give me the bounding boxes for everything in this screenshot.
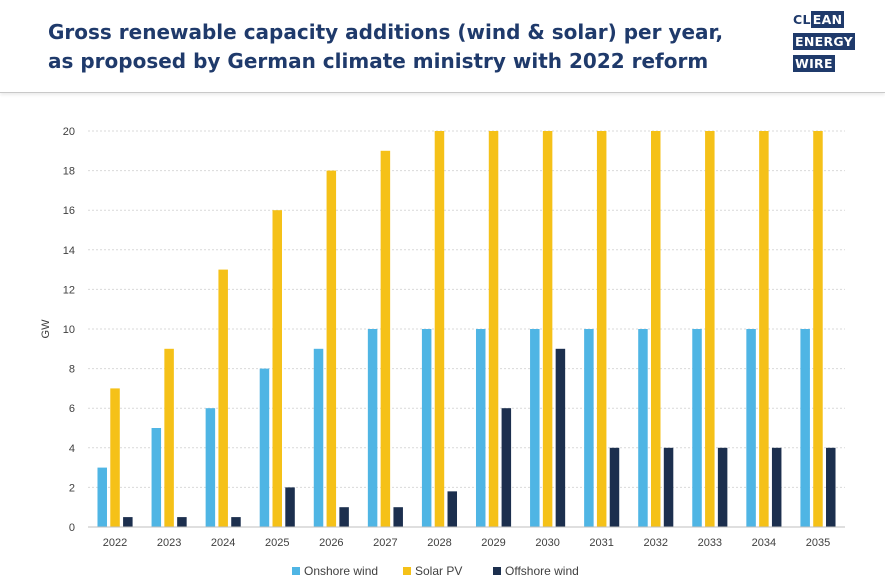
offshore-wind-bar — [231, 517, 241, 527]
onshore-wind-bar — [800, 329, 810, 527]
onshore-wind-bar — [530, 329, 540, 527]
solar-pv-bar — [326, 170, 337, 527]
chart-title-line-2: as proposed by German climate ministry w… — [48, 49, 709, 73]
offshore-wind-bar — [285, 487, 295, 527]
logo-line-1-box: EAN — [810, 11, 845, 28]
logo-line-2-box: ENERGY — [793, 33, 856, 50]
y-tick-label: 12 — [63, 284, 75, 296]
logo-line-1: CL EAN — [793, 10, 863, 29]
logo-line-2: ENERGY — [793, 32, 863, 51]
bars — [97, 131, 836, 528]
onshore-wind-bar — [97, 467, 107, 527]
legend-solar-pv-label: Solar PV — [415, 564, 462, 578]
x-tick-label: 2025 — [265, 537, 289, 549]
offshore-wind-bar — [123, 517, 133, 527]
solar-pv-bar — [813, 131, 823, 527]
solar-pv-bar — [272, 210, 282, 527]
chart-title-line-1: Gross renewable capacity additions (wind… — [48, 20, 724, 44]
x-axis-ticks: 2022 2023 2024 2025 2026 2027 2028 2029 2030 2031… — [103, 537, 830, 549]
y-tick-label: 14 — [63, 245, 75, 257]
onshore-wind-bar — [259, 368, 270, 527]
onshore-wind-bar — [692, 329, 702, 527]
onshore-wind-bar — [584, 329, 594, 527]
y-tick-label: 4 — [69, 443, 75, 455]
onshore-wind-bar — [367, 329, 378, 527]
solar-pv-bar — [164, 348, 174, 527]
x-tick-label: 2026 — [319, 537, 343, 549]
offshore-wind-bar — [609, 447, 620, 527]
chart-title: Gross renewable capacity additions (wind… — [48, 18, 768, 76]
offshore-wind-bar — [393, 507, 403, 527]
x-tick-label: 2034 — [752, 537, 776, 549]
offshore-wind-bar — [555, 348, 566, 527]
x-tick-label: 2031 — [589, 537, 613, 549]
offshore-wind-bar — [339, 507, 349, 527]
solar-pv-bar — [759, 131, 769, 527]
y-axis-title: GW — [40, 319, 52, 339]
clean-energy-wire-logo: CL EAN ENERGY WIRE — [793, 10, 863, 76]
x-tick-label: 2028 — [427, 537, 451, 549]
offshore-wind-bar — [826, 447, 836, 527]
y-tick-label: 10 — [63, 324, 75, 336]
offshore-wind-bar — [717, 447, 728, 527]
solar-pv-bar — [434, 131, 445, 527]
x-tick-label: 2029 — [481, 537, 505, 549]
onshore-wind-bar — [205, 408, 216, 527]
x-tick-label: 2032 — [644, 537, 668, 549]
x-tick-label: 2035 — [806, 537, 830, 549]
header: Gross renewable capacity additions (wind… — [0, 0, 885, 93]
y-tick-label: 8 — [69, 364, 75, 376]
x-tick-label: 2023 — [157, 537, 181, 549]
x-tick-label: 2027 — [373, 537, 397, 549]
legend-onshore-wind-swatch — [292, 567, 300, 575]
x-tick-label: 2033 — [698, 537, 722, 549]
y-tick-label: 18 — [63, 166, 75, 178]
solar-pv-bar — [488, 131, 499, 527]
solar-pv-bar — [705, 131, 715, 527]
offshore-wind-bar — [177, 517, 187, 527]
solar-pv-bar — [542, 131, 553, 527]
solar-pv-bar — [380, 150, 391, 528]
solar-pv-bar — [596, 131, 607, 527]
legend-solar-pv-swatch — [403, 567, 411, 575]
chart-area: 0 2 4 6 8 10 12 14 16 18 20 GW 2022 2023 2024 2025 202… — [0, 95, 885, 585]
solar-pv-bar — [651, 131, 661, 527]
offshore-wind-bar — [663, 447, 674, 527]
logo-line-1-dark: CL — [793, 12, 811, 27]
legend-onshore-wind-label: Onshore wind — [304, 564, 378, 578]
solar-pv-bar — [218, 269, 228, 527]
gridlines — [88, 130, 845, 488]
x-tick-label: 2030 — [535, 537, 559, 549]
onshore-wind-bar — [313, 348, 324, 527]
y-tick-label: 6 — [69, 403, 75, 415]
x-tick-label: 2024 — [211, 537, 235, 549]
x-tick-label: 2022 — [103, 537, 127, 549]
offshore-wind-bar — [771, 447, 782, 527]
y-tick-label: 16 — [63, 205, 75, 217]
onshore-wind-bar — [638, 329, 648, 527]
solar-pv-bar — [110, 388, 120, 527]
onshore-wind-bar — [421, 329, 432, 527]
y-tick-label: 0 — [69, 522, 75, 534]
offshore-wind-bar — [447, 491, 458, 527]
legend: Onshore wind Solar PV Offshore wind — [292, 564, 579, 578]
y-axis-ticks: 0 2 4 6 8 10 12 14 16 18 20 — [63, 126, 75, 534]
legend-offshore-wind-label: Offshore wind — [505, 564, 579, 578]
y-tick-label: 2 — [69, 482, 75, 494]
offshore-wind-bar — [501, 408, 512, 527]
y-tick-label: 20 — [63, 126, 75, 138]
legend-offshore-wind-swatch — [493, 567, 501, 575]
onshore-wind-bar — [151, 428, 162, 527]
logo-line-3-box: WIRE — [793, 55, 835, 72]
onshore-wind-bar — [746, 329, 756, 527]
logo-line-3: WIRE — [793, 54, 863, 73]
onshore-wind-bar — [475, 329, 486, 527]
